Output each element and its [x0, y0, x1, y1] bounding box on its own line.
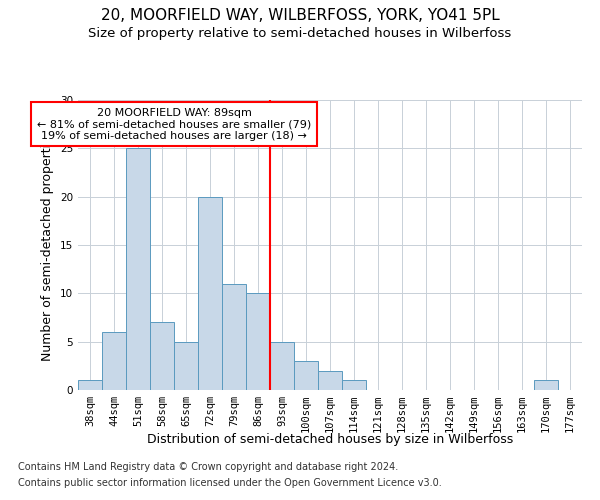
Bar — [150, 322, 174, 390]
Text: Distribution of semi-detached houses by size in Wilberfoss: Distribution of semi-detached houses by … — [147, 432, 513, 446]
Text: 20 MOORFIELD WAY: 89sqm
← 81% of semi-detached houses are smaller (79)
19% of se: 20 MOORFIELD WAY: 89sqm ← 81% of semi-de… — [37, 108, 311, 141]
Bar — [222, 284, 246, 390]
Text: Contains public sector information licensed under the Open Government Licence v3: Contains public sector information licen… — [18, 478, 442, 488]
Bar — [126, 148, 150, 390]
Bar — [270, 342, 294, 390]
Text: 20, MOORFIELD WAY, WILBERFOSS, YORK, YO41 5PL: 20, MOORFIELD WAY, WILBERFOSS, YORK, YO4… — [101, 8, 499, 22]
Bar — [318, 370, 342, 390]
Bar — [102, 332, 126, 390]
Bar — [294, 361, 318, 390]
Bar — [342, 380, 366, 390]
Bar — [534, 380, 558, 390]
Bar — [246, 294, 270, 390]
Bar — [198, 196, 222, 390]
Bar — [174, 342, 198, 390]
Y-axis label: Number of semi-detached properties: Number of semi-detached properties — [41, 130, 55, 360]
Bar — [78, 380, 102, 390]
Text: Contains HM Land Registry data © Crown copyright and database right 2024.: Contains HM Land Registry data © Crown c… — [18, 462, 398, 472]
Text: Size of property relative to semi-detached houses in Wilberfoss: Size of property relative to semi-detach… — [88, 28, 512, 40]
